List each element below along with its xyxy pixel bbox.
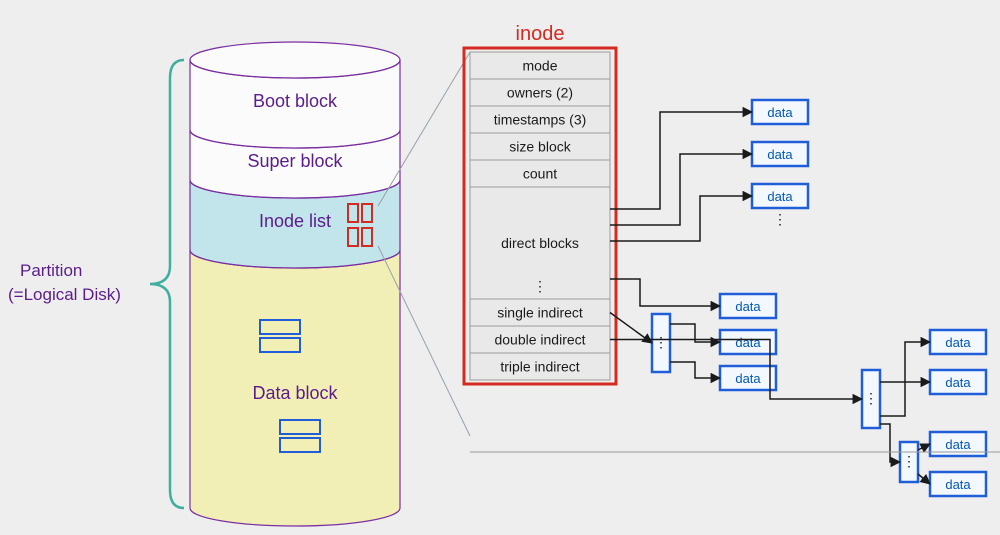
partition-brace: [150, 60, 184, 508]
arrow-direct-1: [610, 154, 752, 225]
data-mid-1-label: data: [735, 335, 761, 350]
data-right-1-label: data: [945, 375, 971, 390]
arrow-direct-last: [610, 279, 720, 306]
inode-label-timestamps: timestamps (3): [494, 112, 587, 128]
data-top-1-label: data: [767, 147, 793, 162]
arrow-ind2-a: [880, 342, 930, 382]
arrow-ind3-b: [918, 474, 930, 484]
direct-vdots: ⋮: [533, 278, 547, 294]
arrow-ind2-b: [880, 382, 930, 416]
data-top-0-label: data: [767, 105, 793, 120]
arrow-direct-0: [610, 112, 752, 209]
indirect-block-3-dots: ⋮: [902, 453, 916, 469]
data-top-2-label: data: [767, 189, 793, 204]
seg-label-inodelist: Inode list: [259, 211, 331, 231]
inode-label-owners: owners (2): [507, 85, 573, 101]
data-right-2-label: data: [945, 437, 971, 452]
inode-label-direct: direct blocks: [501, 235, 579, 251]
arrow-ind1-b: [670, 362, 720, 378]
indirect-block-1-dots: ⋮: [654, 334, 668, 350]
vdots-top: ⋮: [773, 211, 787, 227]
data-right-3-label: data: [945, 477, 971, 492]
data-mid-0-label: data: [735, 299, 761, 314]
partition-label-2: (=Logical Disk): [8, 285, 121, 304]
seg-label-super: Super block: [247, 151, 343, 171]
seg-label-boot: Boot block: [253, 91, 338, 111]
inode-label-triple: triple indirect: [500, 359, 579, 375]
data-mid-2-label: data: [735, 371, 761, 386]
arrow-ind2-to-ind3: [880, 424, 900, 462]
partition-label-1: Partition: [20, 261, 82, 280]
inode-title: inode: [516, 23, 565, 45]
inode-label-single: single indirect: [497, 305, 583, 321]
arrow-direct-2: [610, 196, 752, 241]
inode-label-double: double indirect: [494, 332, 585, 348]
data-right-0-label: data: [945, 335, 971, 350]
seg-label-datablock: Data block: [252, 383, 338, 403]
inode-label-size: size block: [509, 139, 571, 155]
inode-label-count: count: [523, 166, 557, 182]
indirect-block-2-dots: ⋮: [864, 390, 878, 406]
inode-label-mode: mode: [522, 58, 557, 74]
arrow-ind3-a: [918, 444, 930, 450]
